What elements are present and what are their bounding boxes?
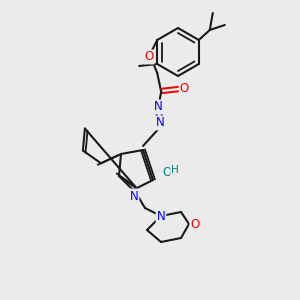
Text: H: H bbox=[171, 165, 179, 175]
Text: O: O bbox=[180, 82, 189, 95]
Text: N: N bbox=[157, 209, 165, 223]
Text: N: N bbox=[154, 100, 163, 113]
Text: O: O bbox=[162, 166, 172, 178]
Text: O: O bbox=[145, 50, 154, 64]
Text: N: N bbox=[156, 116, 165, 130]
Text: N: N bbox=[130, 190, 138, 202]
Text: O: O bbox=[190, 218, 200, 230]
